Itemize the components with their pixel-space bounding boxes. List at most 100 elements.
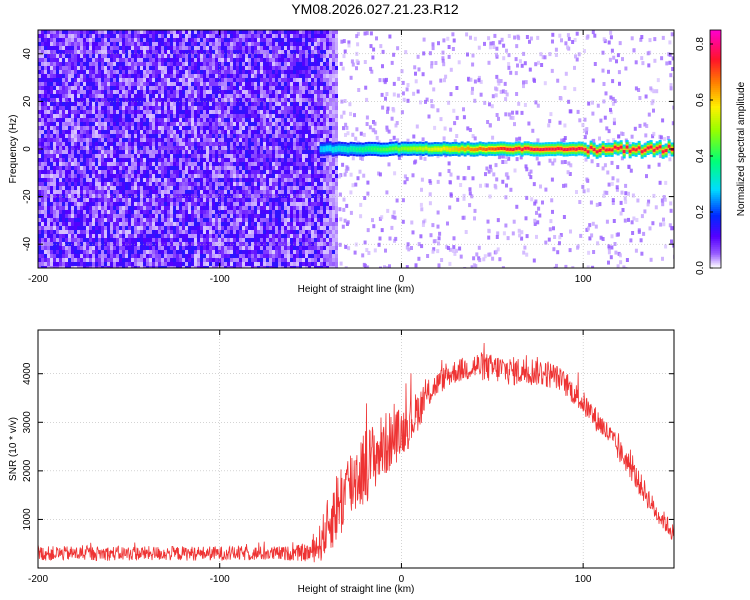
colorbar-segment	[710, 121, 721, 124]
heatmap-grid	[37, 30, 674, 268]
colorbar-segment	[710, 105, 721, 108]
colorbar-segment	[710, 51, 721, 55]
colorbar-segment	[710, 87, 721, 91]
y-tick-label: 3000	[22, 411, 33, 434]
y-tick-label: -40	[22, 237, 33, 252]
colorbar-segment	[710, 194, 721, 198]
colorbar-segment	[710, 137, 721, 140]
colorbar-segment	[710, 35, 721, 39]
colorbar-label: Normalized spectral amplitude	[736, 81, 747, 216]
colorbar-segment	[710, 224, 721, 227]
colorbar-segment	[710, 230, 721, 233]
colorbar-segment	[710, 69, 721, 73]
colorbar-segment	[710, 250, 721, 253]
colorbar-segment	[710, 180, 721, 184]
snr-frame	[37, 329, 675, 569]
y-tick-label: 0	[22, 146, 33, 152]
colorbar-segment	[710, 115, 721, 118]
colorbar-segment	[710, 160, 721, 164]
colorbar-segment	[710, 97, 721, 101]
colorbar-segment	[710, 208, 721, 212]
x-tick-label: 0	[399, 274, 405, 285]
snr-background	[38, 330, 674, 568]
colorbar-segment	[710, 216, 721, 220]
y-tick-label: 40	[22, 48, 33, 60]
colorbar-frame	[709, 29, 722, 269]
colorbar-segment	[710, 107, 721, 110]
colorbar-segment	[710, 158, 721, 162]
colorbar-segment	[710, 174, 721, 178]
colorbar-segment	[710, 232, 721, 235]
colorbar-segment	[710, 214, 721, 218]
colorbar-segment	[710, 168, 721, 172]
y-tick-label: 20	[22, 95, 33, 107]
colorbar-segment	[710, 75, 721, 79]
colorbar-segment	[710, 135, 721, 138]
colorbar-segment	[710, 45, 721, 49]
colorbar-segment	[710, 53, 721, 57]
colorbar-tick-label: 0.8	[695, 37, 706, 51]
colorbar-segment	[710, 103, 721, 106]
colorbar-segment	[710, 147, 721, 150]
colorbar-segment	[710, 95, 721, 99]
colorbar-segment	[710, 236, 721, 239]
colorbar-segment	[710, 139, 721, 142]
colorbar-segment	[710, 55, 721, 59]
colorbar-segment	[710, 33, 721, 37]
colorbar-segment	[710, 57, 721, 61]
colorbar-segment	[710, 202, 721, 206]
colorbar-segment	[710, 206, 721, 210]
colorbar-segment	[710, 117, 721, 120]
colorbar-segment	[710, 188, 721, 192]
colorbar-segment	[710, 222, 721, 225]
colorbar-segment	[710, 37, 721, 41]
colorbar-segment	[710, 162, 721, 166]
colorbar-segment	[710, 125, 721, 128]
colorbar-segment	[710, 123, 721, 126]
colorbar-segment	[710, 81, 721, 85]
colorbar-segment	[710, 143, 721, 146]
colorbar-segment	[710, 254, 721, 257]
x-axis-label: Height of straight line (km)	[298, 284, 415, 295]
colorbar-segment	[710, 258, 721, 261]
colorbar-segment	[710, 71, 721, 75]
colorbar-segment	[710, 260, 721, 263]
colorbar-segment	[710, 113, 721, 116]
colorbar-segment	[710, 101, 721, 104]
colorbar-segment	[710, 156, 721, 160]
colorbar-segment	[710, 262, 721, 265]
colorbar-segment	[710, 256, 721, 259]
colorbar-segment	[710, 77, 721, 81]
snr-grid	[37, 330, 674, 568]
y-tick-label: -20	[22, 189, 33, 204]
colorbar-segment	[710, 89, 721, 93]
colorbar-segment	[710, 192, 721, 196]
colorbar-segment	[710, 31, 721, 35]
colorbar-segment	[710, 47, 721, 51]
colorbar-segment	[710, 149, 721, 152]
colorbar-segment	[710, 172, 721, 176]
colorbar-segment	[710, 240, 721, 243]
colorbar: 0.0 0.2 0.4 0.6 0.8 Normalized spectral ampli…	[695, 29, 747, 275]
x-axis-label: Height of straight line (km)	[298, 584, 415, 595]
x-tick-label: 100	[575, 274, 592, 285]
colorbar-segment	[710, 154, 721, 158]
x-tick-label: 0	[399, 574, 405, 585]
colorbar-segment	[710, 212, 721, 216]
colorbar-segment	[710, 145, 721, 148]
colorbar-segment	[710, 248, 721, 251]
colorbar-segment	[710, 182, 721, 186]
colorbar-segment	[710, 200, 721, 204]
colorbar-segment	[710, 61, 721, 65]
colorbar-segment	[710, 204, 721, 208]
x-tick-label: -100	[210, 274, 230, 285]
colorbar-segment	[710, 49, 721, 53]
x-tick-label: 100	[575, 574, 592, 585]
y-axis-label: Frequency (Hz)	[8, 115, 19, 184]
colorbar-tick-label: 0.4	[695, 149, 706, 163]
colorbar-segment	[710, 63, 721, 67]
colorbar-segment	[710, 111, 721, 114]
colorbar-segment	[710, 91, 721, 95]
